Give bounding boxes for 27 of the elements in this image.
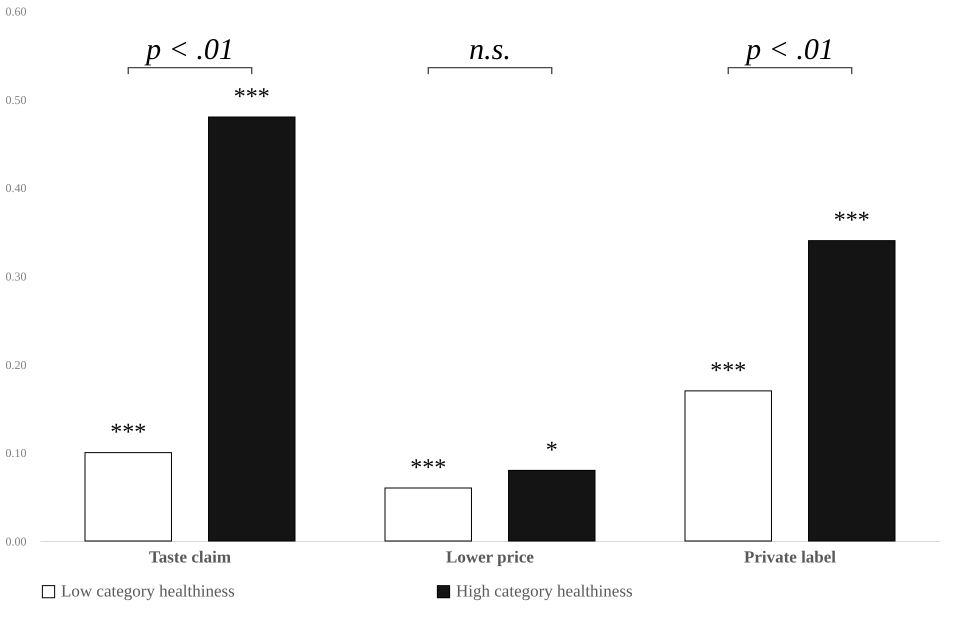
y-tick-label: 0.20 <box>6 358 26 372</box>
y-tick-label: 0.40 <box>6 181 26 196</box>
legend-label: High category healthiness <box>456 582 633 601</box>
data-label: *** <box>834 208 870 234</box>
data-label: * <box>546 437 558 464</box>
bar <box>208 116 296 542</box>
y-tick-label: 0.60 <box>6 4 26 18</box>
annotation: p < .01 <box>144 33 234 66</box>
annotation: p < .01 <box>744 33 834 66</box>
bar <box>384 488 472 542</box>
bar <box>84 452 172 542</box>
bar <box>684 390 772 542</box>
bar <box>808 240 896 542</box>
x-tick-label: Taste claim <box>148 548 232 566</box>
legend-label: Low category healthiness <box>61 582 235 601</box>
annotation: n.s. <box>469 33 511 66</box>
x-tick-label: Private label <box>744 548 836 566</box>
y-tick-label: 0.50 <box>6 92 26 107</box>
x-tick-label: Lower price <box>446 548 534 566</box>
y-tick-label: 0.10 <box>6 446 26 460</box>
data-label: *** <box>410 455 446 481</box>
data-label: *** <box>110 420 146 446</box>
y-tick-label: 0.30 <box>6 270 26 284</box>
bar <box>508 470 596 542</box>
y-tick-label: 0.00 <box>6 534 26 548</box>
data-label: *** <box>234 84 270 110</box>
data-label: *** <box>710 358 746 384</box>
